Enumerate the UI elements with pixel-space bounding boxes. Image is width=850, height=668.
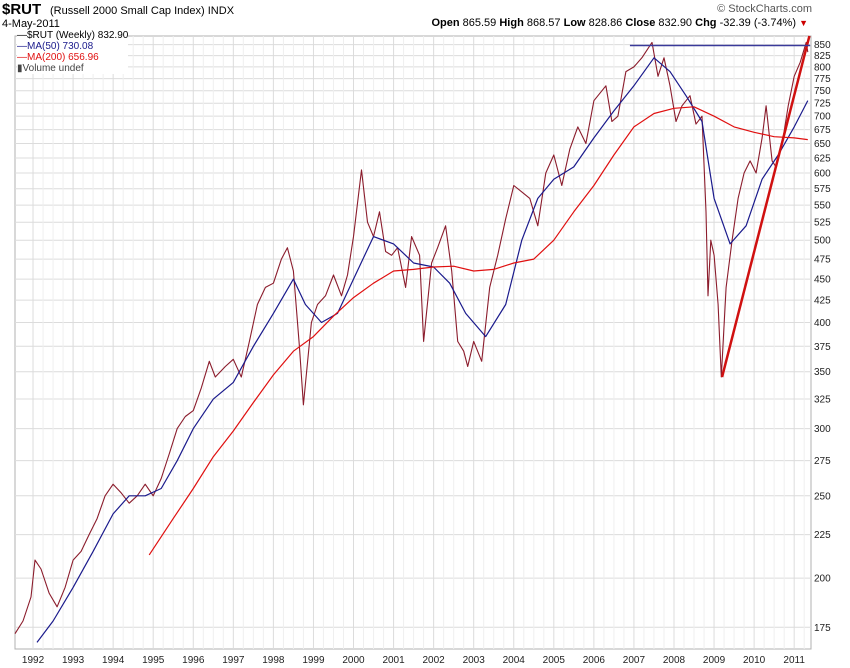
y-tick-label: 325: [814, 395, 831, 406]
legend-price-swatch: —: [17, 30, 27, 41]
y-tick-label: 225: [814, 530, 831, 541]
series-line-price: [14, 41, 809, 634]
series-group: [14, 41, 809, 643]
y-tick-label: 550: [814, 201, 831, 212]
legend-ma50: —MA(50) 730.08: [17, 41, 128, 52]
ohlc-readout: Open 865.59 High 868.57 Low 828.86 Close…: [431, 17, 808, 29]
legend-ma200-label: MA(200) 656.96: [27, 52, 99, 63]
plot-area: [14, 35, 812, 650]
index-full-name: (Russell 2000 Small Cap Index): [50, 5, 205, 17]
x-tick-label: 2000: [342, 655, 365, 666]
x-tick-label: 1996: [182, 655, 205, 666]
exchange-label: INDX: [207, 5, 235, 17]
x-tick-label: 1995: [142, 655, 165, 666]
x-tick-label: 2004: [503, 655, 526, 666]
x-tick-label: 1997: [222, 655, 245, 666]
chg-value: -32.39 (-3.74%): [719, 17, 797, 29]
y-axis-labels: 175 200 225 250 275 300 325 350 375 400 425 450 475 5…: [814, 40, 831, 634]
legend: —$RUT (Weekly) 832.90 —MA(50) 730.08 —MA…: [17, 30, 129, 74]
x-tick-label: 1992: [22, 655, 45, 666]
y-tick-label: 675: [814, 125, 831, 136]
legend-volume-label: Volume undef: [22, 63, 84, 74]
high-label: High: [499, 17, 524, 29]
x-tick-label: 1993: [62, 655, 85, 666]
x-tick-label: 2009: [703, 655, 726, 666]
brand-watermark: © StockCharts.com: [717, 3, 812, 15]
low-value: 828.86: [588, 17, 623, 29]
y-tick-label: 750: [814, 86, 831, 97]
y-tick-label: 250: [814, 491, 831, 502]
y-tick-label: 450: [814, 275, 831, 286]
y-tick-label: 600: [814, 168, 831, 179]
y-tick-label: 300: [814, 424, 831, 435]
y-tick-label: 850: [814, 40, 831, 51]
x-tick-label: 2006: [583, 655, 606, 666]
x-axis-labels: 1992 1993 1994 1995 1996 1997 1998 1999 2000 2001…: [22, 655, 805, 666]
x-tick-label: 1994: [102, 655, 125, 666]
y-tick-label: 375: [814, 342, 831, 353]
y-tick-label: 650: [814, 139, 831, 150]
x-tick-label: 1999: [302, 655, 325, 666]
chevron-down-icon: ▼: [799, 18, 808, 28]
open-label: Open: [431, 17, 460, 29]
volume-bars-icon: ▮: [17, 63, 23, 74]
y-tick-label: 775: [814, 74, 831, 85]
x-tick-label: 2007: [623, 655, 646, 666]
legend-ma50-label: MA(50) 730.08: [27, 41, 94, 52]
x-tick-label: 2003: [463, 655, 486, 666]
high-value: 868.57: [526, 17, 561, 29]
legend-price: —$RUT (Weekly) 832.90: [17, 30, 128, 41]
close-value: 832.90: [658, 17, 693, 29]
y-tick-label: 175: [814, 623, 831, 634]
x-tick-label: 1998: [262, 655, 285, 666]
y-tick-label: 425: [814, 296, 831, 307]
y-tick-label: 525: [814, 218, 831, 229]
y-tick-label: 200: [814, 574, 831, 585]
y-tick-label: 575: [814, 184, 831, 195]
legend-ma50-swatch: —: [17, 41, 27, 52]
y-tick-label: 725: [814, 99, 831, 110]
x-tick-label: 2002: [423, 655, 446, 666]
legend-volume: ▮Volume undef: [17, 63, 128, 74]
annotations-group: [629, 35, 811, 378]
x-tick-label: 2008: [663, 655, 686, 666]
x-tick-label: 2011: [783, 655, 805, 666]
close-label: Close: [625, 17, 656, 29]
x-tick-label: 2005: [543, 655, 566, 666]
x-tick-label: 2010: [743, 655, 766, 666]
symbol-title: $RUT: [2, 1, 42, 18]
y-tick-label: 275: [814, 456, 831, 467]
chg-label: Chg: [695, 17, 717, 29]
open-value: 865.59: [462, 17, 497, 29]
y-tick-label: 700: [814, 112, 831, 123]
date-label: 4-May-2011: [2, 18, 60, 30]
legend-price-label: $RUT (Weekly) 832.90: [27, 30, 129, 41]
y-tick-label: 625: [814, 153, 831, 164]
y-tick-label: 800: [814, 62, 831, 73]
y-tick-label: 475: [814, 255, 831, 266]
series-line-ma200: [148, 106, 808, 556]
legend-ma200-swatch: —: [17, 52, 27, 63]
y-tick-label: 400: [814, 318, 831, 329]
y-tick-label: 825: [814, 51, 831, 62]
index-name: (Russell 2000 Small Cap Index) INDX: [50, 5, 234, 17]
y-tick-label: 350: [814, 367, 831, 378]
x-tick-label: 2001: [382, 655, 405, 666]
y-tick-label: 500: [814, 236, 831, 247]
low-label: Low: [563, 17, 586, 29]
trendline: [720, 35, 811, 378]
legend-ma200: —MA(200) 656.96: [17, 52, 128, 63]
